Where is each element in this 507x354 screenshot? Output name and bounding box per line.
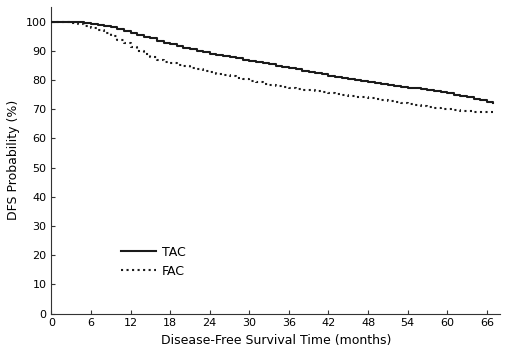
X-axis label: Disease-Free Survival Time (months): Disease-Free Survival Time (months): [161, 334, 391, 347]
Legend: TAC, FAC: TAC, FAC: [116, 241, 191, 283]
Y-axis label: DFS Probability (%): DFS Probability (%): [7, 100, 20, 221]
